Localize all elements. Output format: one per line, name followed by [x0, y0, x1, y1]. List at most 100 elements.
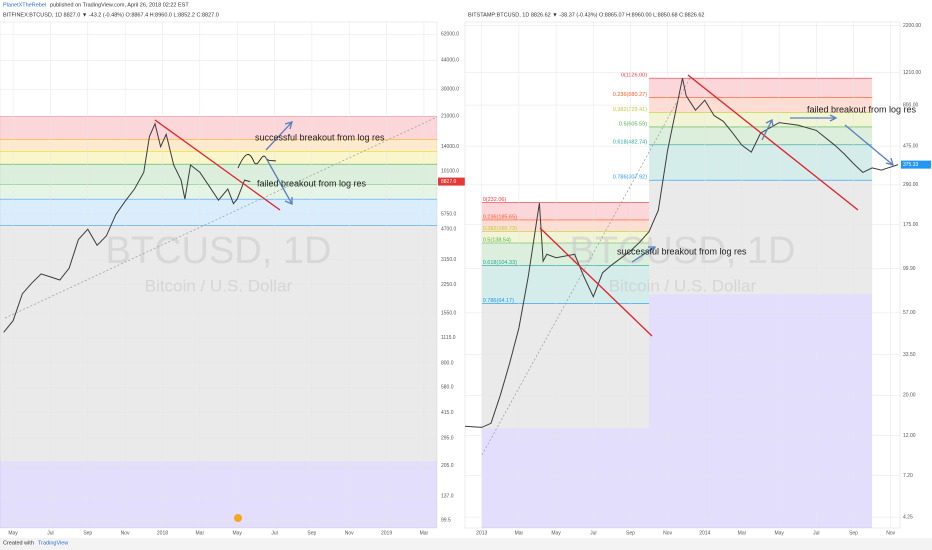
- fib-label: 0(232.06): [483, 197, 507, 203]
- plot-area: [464, 21, 901, 529]
- fib-label: 0.5(605.59): [619, 121, 647, 127]
- zone: [0, 461, 437, 528]
- watermark: BTCUSD, 1D: [570, 230, 796, 272]
- y-tick-label: 1115.0: [441, 335, 456, 341]
- annotation: successful breakout from log res: [617, 246, 747, 256]
- x-tick-label: Mar: [196, 530, 205, 536]
- published: published on TradingView.com, April 26, …: [50, 2, 189, 8]
- fib-zone: [481, 265, 650, 304]
- x-tick-label: 2018: [157, 530, 168, 536]
- y-tick-label: 5750.0: [441, 211, 457, 217]
- y-tick-label: 3150.0: [441, 257, 457, 263]
- annotation: failed breakout from log res: [257, 178, 367, 188]
- annotation: successful breakout from log res: [255, 132, 385, 142]
- fib-label: 0.786(64.17): [483, 298, 514, 304]
- symbol-line: BITFINEX:BTCUSD, 1D 8827.0 ▼ -43.2 (-0.4…: [3, 12, 219, 18]
- x-tick-label: Jul: [813, 530, 819, 536]
- x-tick-label: Nov: [886, 530, 895, 536]
- x-tick-label: Sep: [83, 530, 92, 536]
- x-tick-label: May: [551, 530, 561, 536]
- symbol-line: BITSTAMP:BTCUSD, 1D 8826.62 ▼ -38.37 (-0…: [468, 12, 704, 18]
- regression-line: [4, 116, 438, 319]
- footer-brand[interactable]: TradingView: [38, 540, 68, 546]
- y-tick-label: 2250.0: [441, 282, 457, 288]
- fib-zone: [649, 112, 873, 127]
- last-price-label: 375.33: [903, 162, 919, 168]
- trend-line: [687, 74, 859, 211]
- y-tick-label: 290.00: [903, 182, 919, 188]
- x-tick-label: Sep: [849, 530, 858, 536]
- zone: [649, 180, 873, 295]
- x-tick-label: Mar: [738, 530, 747, 536]
- zone: [0, 225, 437, 462]
- x-tick-label: May: [774, 530, 784, 536]
- y-tick-label: 30000.0: [441, 87, 459, 93]
- trend-line: [154, 119, 281, 211]
- x-tick-label: Mar: [515, 530, 524, 536]
- y-tick-label: 21000.0: [441, 113, 459, 119]
- x-tick-label: Jul: [271, 530, 277, 536]
- fib-label: 0(1126.00): [621, 73, 647, 79]
- fib-label: 0.236(880.27): [613, 92, 647, 98]
- y-tick-label: 205.0: [441, 463, 454, 469]
- watermark-sub: Bitcoin / U.S. Dollar: [145, 276, 293, 295]
- fib-zone: [649, 78, 873, 98]
- y-tick-label: 33.50: [903, 352, 916, 358]
- fib-zone: [0, 151, 437, 165]
- fib-zone: [649, 126, 873, 145]
- last-price-tag: [901, 160, 931, 169]
- watermark: BTCUSD, 1D: [106, 230, 332, 272]
- footer-bar: [0, 538, 932, 550]
- x-tick-label: Sep: [626, 530, 635, 536]
- y-tick-label: 14000.0: [441, 144, 459, 150]
- fib-zone: [0, 184, 437, 200]
- fib-zone: [481, 219, 650, 232]
- y-tick-label: 4.25: [903, 514, 913, 520]
- fib-label: 0.382(160.73): [483, 226, 517, 232]
- price-line: [464, 78, 899, 428]
- y-tick-label: 10100.0: [441, 169, 459, 175]
- fib-zone: [0, 199, 437, 226]
- y-tick-label: 57.00: [903, 310, 916, 316]
- y-tick-label: 7.20: [903, 473, 913, 479]
- price-line: [3, 122, 251, 333]
- y-tick-label: 800.00: [903, 102, 919, 108]
- fib-label: 0.5(138.54): [483, 237, 511, 243]
- fib-zone: [0, 164, 437, 185]
- charts: BITFINEX:BTCUSD, 1D 8827.0 ▼ -43.2 (-0.4…: [0, 12, 931, 536]
- watermark-sub: Bitcoin / U.S. Dollar: [609, 276, 757, 295]
- x-tick-label: Nov: [121, 530, 130, 536]
- x-tick-label: 2019: [381, 530, 392, 536]
- x-tick-label: Nov: [663, 530, 672, 536]
- drawings: [4, 74, 894, 522]
- event-icon[interactable]: [234, 514, 242, 522]
- footer-created: Created with: [3, 540, 34, 546]
- y-tick-label: 99.5: [441, 518, 451, 524]
- y-tick-label: 4700.0: [441, 227, 457, 233]
- plot-area: [0, 21, 438, 529]
- fib-zone: [481, 243, 650, 266]
- projection-path: [237, 154, 277, 169]
- x-tick-label: Jul: [47, 530, 53, 536]
- y-tick-label: 475.00: [903, 143, 919, 149]
- y-tick-label: 20.00: [903, 393, 916, 399]
- x-tick-label: Mar: [420, 530, 429, 536]
- fib-label: 0.786(307.92): [613, 175, 647, 181]
- x-tick-label: May: [232, 530, 242, 536]
- fib-zone: [481, 202, 650, 220]
- y-tick-label: 62000.0: [441, 32, 459, 38]
- trend-line: [539, 227, 653, 337]
- author[interactable]: PlanetXTheRebel: [3, 2, 46, 8]
- zone: [649, 294, 873, 528]
- y-tick-label: 295.0: [441, 436, 454, 442]
- fib-label: 0.618(104.33): [483, 260, 517, 266]
- x-tick-label: May: [8, 530, 18, 536]
- fib-label: 0.236(185.65): [483, 214, 517, 220]
- x-tick-label: Sep: [307, 530, 316, 536]
- fib-zone: [481, 231, 650, 244]
- y-tick-label: 44000.0: [441, 58, 459, 64]
- last-price-tag: [438, 177, 465, 186]
- fib-zone: [0, 116, 437, 140]
